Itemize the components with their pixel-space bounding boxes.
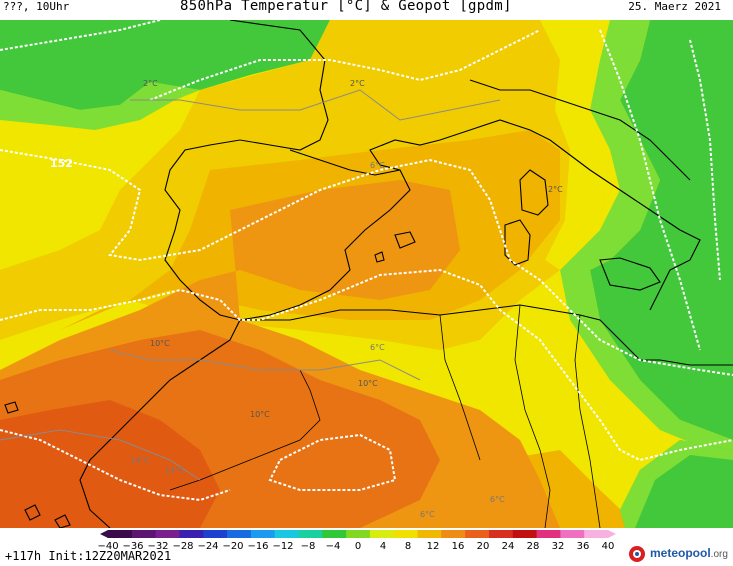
forecast-time-label: ???, 10Uhr xyxy=(3,0,70,13)
colorbar-tick-label: 32 xyxy=(552,541,565,552)
temp-band-green-se xyxy=(620,440,733,528)
colorbar-tick-label: 40 xyxy=(602,541,615,552)
temp-band-green-ne xyxy=(590,20,733,440)
map-footer: −40 −36 −32 −28 −24 −20 −16 −12 −8 −4 0 4 8 12 16 20 24 2… xyxy=(0,528,733,566)
meteopool-logo-text: meteopool.org xyxy=(650,546,728,560)
colorbar-swatch xyxy=(298,530,323,538)
colorbar-swatch xyxy=(393,530,419,538)
colorbar-tick-label: 0 xyxy=(355,541,361,552)
colorbar-tick-label: 8 xyxy=(405,541,411,552)
meteopool-logo-icon xyxy=(629,546,645,562)
temp-band-lightgreen-se xyxy=(620,440,733,528)
contour-label: 2°C xyxy=(548,185,563,194)
temp-band-orange1 xyxy=(0,130,640,528)
colorbar-tick-label: −32 xyxy=(147,541,168,552)
colorbar-swatch xyxy=(488,530,514,538)
colorbar-swatch xyxy=(536,530,561,538)
colorbar-tick-label: 36 xyxy=(577,541,590,552)
colorbar-swatch xyxy=(274,530,299,538)
colorbar-swatch xyxy=(131,530,157,538)
temp-band-orange4 xyxy=(0,400,220,528)
colorbar-swatch xyxy=(584,530,609,538)
colorbar-min-arrow xyxy=(100,530,108,538)
temp-band-yellow-ne-strip xyxy=(540,20,610,270)
colorbar-tick-label: −20 xyxy=(222,541,243,552)
colorbar-swatch xyxy=(512,530,538,538)
colorbar-swatches xyxy=(100,530,616,538)
colorbar-swatch xyxy=(155,530,180,538)
colorbar-max-arrow xyxy=(608,530,616,538)
colorbar-tick-labels: −40 −36 −32 −28 −24 −20 −16 −12 −8 −4 0 4 8 12 16 20 24 2… xyxy=(98,541,614,552)
coastlines xyxy=(4,20,733,528)
colorbar-swatch xyxy=(250,530,276,538)
colorbar-tick-label: 24 xyxy=(502,541,515,552)
contour-label: 14°C xyxy=(130,456,150,465)
colorbar-tick-label: −4 xyxy=(326,541,341,552)
contour-label: 2°C xyxy=(143,79,158,88)
colorbar-swatch xyxy=(322,530,347,538)
temperature-colorbar: −40 −36 −32 −28 −24 −20 −16 −12 −8 −4 0 4 8 12 16 20 24 2… xyxy=(98,530,616,552)
forecast-date: 25. Maerz 2021 xyxy=(628,0,721,13)
colorbar-tick-label: 12 xyxy=(427,541,440,552)
contour-label: 6°C xyxy=(490,495,505,504)
colorbar-tick-label: −28 xyxy=(172,541,193,552)
contour-label: 152 xyxy=(50,157,73,170)
colorbar-tick-label: −36 xyxy=(122,541,143,552)
contour-label: 14°C xyxy=(165,466,185,475)
colorbar-tick-label: 28 xyxy=(527,541,540,552)
colorbar-tick-label: −24 xyxy=(197,541,218,552)
temp-band-lightgreen-ne xyxy=(560,20,733,460)
contour-label: 2°C xyxy=(350,79,365,88)
geopotential-isolines xyxy=(0,20,733,502)
colorbar-swatch xyxy=(227,530,252,538)
temp-band-green-nw xyxy=(0,20,330,110)
colorbar-tick-label: −40 xyxy=(98,541,119,552)
colorbar-swatch xyxy=(417,530,442,538)
contour-label: 10°C xyxy=(150,339,170,348)
colorbar-swatch xyxy=(441,530,466,538)
contour-label: 10°C xyxy=(358,379,378,388)
colorbar-tick-label: −8 xyxy=(301,541,316,552)
colorbar-swatch xyxy=(179,530,204,538)
colorbar-tick-label: 20 xyxy=(477,541,490,552)
contour-label: 6°C xyxy=(420,510,435,519)
map-header: ???, 10Uhr 850hPa Temperatur [°C] & Geop… xyxy=(0,0,733,20)
contour-label: 10°C xyxy=(250,410,270,419)
weather-map[interactable]: 152 2°C 2°C 6°C 2°C 10°C 6°C 10°C 10°C 1… xyxy=(0,20,733,528)
colorbar-tick-label: −16 xyxy=(247,541,268,552)
colorbar-swatch xyxy=(203,530,228,538)
colorbar-swatch xyxy=(465,530,490,538)
temperature-isolines xyxy=(0,89,501,481)
temp-band-lightgreen-nw xyxy=(0,82,200,130)
colorbar-swatch xyxy=(346,530,371,538)
colorbar-swatch xyxy=(369,530,395,538)
contour-label: 6°C xyxy=(370,343,385,352)
contour-labels: 152 2°C 2°C 6°C 2°C 10°C 6°C 10°C 10°C 1… xyxy=(50,79,563,519)
colorbar-tick-label: 16 xyxy=(452,541,465,552)
colorbar-swatch xyxy=(560,530,585,538)
model-run-info: +117h Init:12Z20MAR2021 xyxy=(5,549,172,563)
colorbar-swatch xyxy=(108,530,133,538)
colorbar-tick-label: 4 xyxy=(380,541,386,552)
contour-label: 6°C xyxy=(370,161,385,170)
map-title: 850hPa Temperatur [°C] & Geopot [gpdm] xyxy=(180,0,512,14)
colorbar-tick-label: −12 xyxy=(272,541,293,552)
